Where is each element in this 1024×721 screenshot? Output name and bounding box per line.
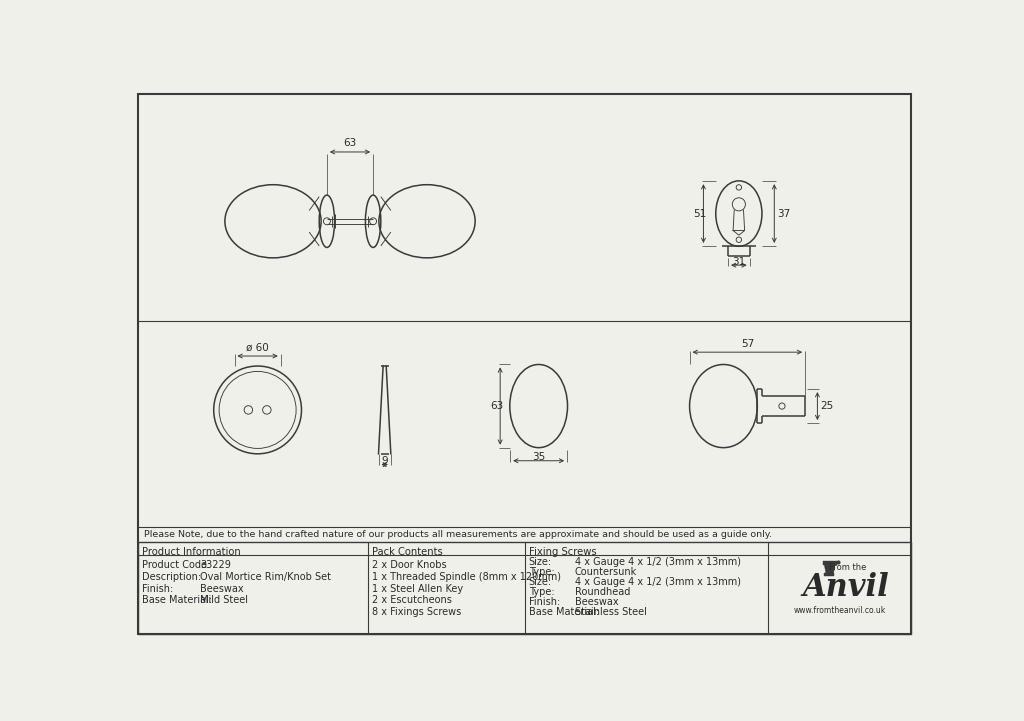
Text: 4 x Gauge 4 x 1/2 (3mm x 13mm): 4 x Gauge 4 x 1/2 (3mm x 13mm)	[574, 578, 740, 588]
Text: Size:: Size:	[528, 557, 552, 567]
Text: Description:: Description:	[142, 572, 202, 582]
Text: 37: 37	[777, 208, 791, 218]
Text: Beeswax: Beeswax	[200, 583, 244, 593]
Text: 2 x Escutcheons: 2 x Escutcheons	[372, 595, 452, 605]
Text: Type:: Type:	[528, 588, 554, 598]
Text: ø 60: ø 60	[246, 343, 269, 353]
Text: Anvil: Anvil	[803, 572, 889, 603]
Bar	[824, 573, 834, 576]
Text: 33229: 33229	[200, 560, 230, 570]
Text: Finish:: Finish:	[528, 598, 560, 607]
Polygon shape	[824, 565, 836, 573]
Text: 25: 25	[820, 401, 834, 411]
Text: 31: 31	[732, 257, 745, 267]
Text: 2 x Door Knobs: 2 x Door Knobs	[372, 560, 446, 570]
Text: 51: 51	[693, 208, 707, 218]
Text: Beeswax: Beeswax	[574, 598, 618, 607]
Text: Finish:: Finish:	[142, 583, 173, 593]
Text: 1 x Threaded Spindle (8mm x 120mm): 1 x Threaded Spindle (8mm x 120mm)	[372, 572, 560, 582]
Text: 35: 35	[532, 452, 546, 462]
Text: 1 x Steel Allen Key: 1 x Steel Allen Key	[372, 583, 463, 593]
Text: Product Information: Product Information	[142, 547, 241, 557]
Text: Roundhead: Roundhead	[574, 588, 630, 598]
Text: From the: From the	[828, 562, 866, 572]
Text: Please Note, due to the hand crafted nature of our products all measurements are: Please Note, due to the hand crafted nat…	[143, 530, 772, 539]
Text: Base Material:: Base Material:	[142, 595, 212, 605]
Text: 57: 57	[740, 339, 754, 349]
Text: www.fromtheanvil.co.uk: www.fromtheanvil.co.uk	[794, 606, 886, 614]
Text: 4 x Gauge 4 x 1/2 (3mm x 13mm): 4 x Gauge 4 x 1/2 (3mm x 13mm)	[574, 557, 740, 567]
Text: Countersunk: Countersunk	[574, 567, 637, 578]
Text: 9: 9	[381, 456, 388, 466]
Text: Type:: Type:	[528, 567, 554, 578]
Text: Mild Steel: Mild Steel	[200, 595, 248, 605]
Text: Stainless Steel: Stainless Steel	[574, 607, 647, 617]
Text: Base Material:: Base Material:	[528, 607, 599, 617]
Text: Product Code:: Product Code:	[142, 560, 210, 570]
Text: Fixing Screws: Fixing Screws	[528, 547, 596, 557]
Text: Size:: Size:	[528, 578, 552, 588]
Text: 8 x Fixings Screws: 8 x Fixings Screws	[372, 606, 461, 616]
Text: Pack Contents: Pack Contents	[372, 547, 442, 557]
Text: 63: 63	[490, 401, 503, 411]
Text: 63: 63	[343, 138, 356, 148]
Text: Oval Mortice Rim/Knob Set: Oval Mortice Rim/Knob Set	[200, 572, 331, 582]
Bar	[823, 561, 837, 565]
